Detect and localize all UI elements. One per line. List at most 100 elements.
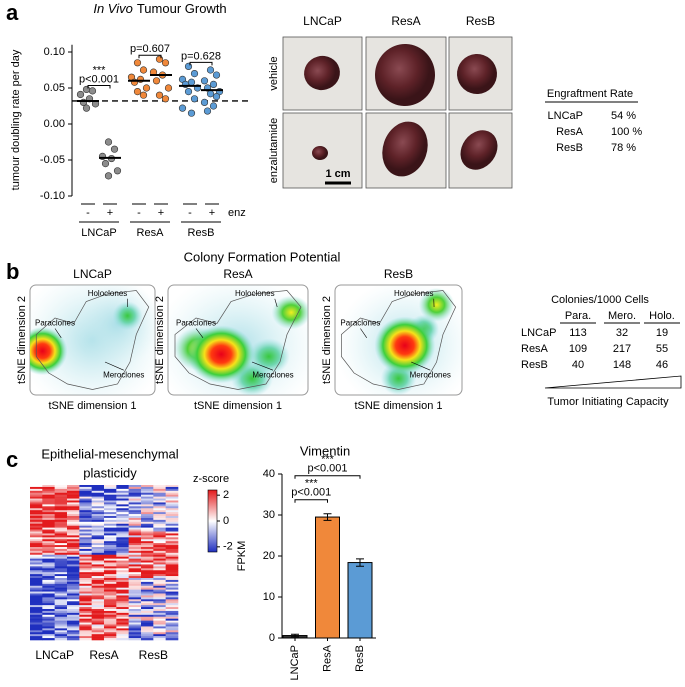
heatmap-cell [54, 494, 68, 497]
heatmap-cell [165, 574, 179, 577]
leader-line [411, 361, 431, 371]
heatmap-cell [165, 498, 179, 501]
heatmap-cell [79, 581, 92, 585]
heatmap-cell [67, 591, 80, 594]
heatmap-cell [91, 560, 105, 563]
heatmap-cell [67, 517, 80, 521]
heatmap-cell [42, 564, 55, 567]
heatmap-cell [54, 638, 68, 641]
heatmap-cell [104, 612, 117, 616]
heatmap-cell [104, 539, 117, 542]
heatmap-cell [42, 630, 55, 633]
heatmap-cell [30, 521, 43, 525]
heatmap-cell [153, 490, 166, 494]
heatmap-cell [30, 517, 43, 521]
heatmap-cell [165, 618, 179, 621]
heatmap-cell [128, 537, 142, 540]
heatmap-cell [30, 576, 43, 579]
heatmap-cell [91, 601, 105, 604]
section-title: Colony Formation Potential [184, 249, 341, 264]
heatmap-cell [104, 570, 117, 573]
heatmap-cell [30, 612, 43, 616]
heatmap-cell [153, 609, 166, 612]
table-row-label: ResB [521, 359, 548, 371]
heatmap-cell [128, 496, 142, 499]
heatmap-cell [54, 579, 68, 583]
heatmap-cell [79, 605, 92, 608]
heatmap-cell [104, 558, 117, 561]
chart-title: Vimentin [300, 443, 350, 458]
heatmap-cell [104, 589, 117, 592]
heatmap-cell [104, 568, 117, 571]
heatmap-cell [67, 533, 80, 536]
heatmap-cell [141, 527, 154, 530]
heatmap-cell [54, 583, 68, 587]
heatmap-cell [153, 566, 166, 569]
data-point [164, 84, 173, 92]
heatmap-cell [42, 494, 55, 497]
y-axis-label: tSNE dimension 2 [16, 296, 28, 384]
heatmap-cell [128, 579, 142, 583]
heatmap-cell [153, 523, 166, 526]
heatmap-cell [54, 506, 68, 509]
heatmap-cell [165, 539, 179, 542]
heatmap-cell [141, 632, 154, 635]
heatmap-cell [30, 543, 43, 546]
heatmap-cell [54, 490, 68, 494]
heatmap-cell [165, 638, 179, 641]
heatmap-cell [54, 597, 68, 600]
heatmap-cell [91, 548, 105, 552]
heatmap-cell [91, 537, 105, 540]
heatmap-cell [128, 570, 142, 573]
heatmap-cell [104, 514, 117, 517]
heatmap-cell [54, 591, 68, 594]
heatmap-cell [30, 531, 43, 534]
x-tick-label: ResB [354, 645, 366, 672]
group-label: LNCaP [81, 227, 116, 239]
heatmap-cell [165, 548, 179, 552]
leader-line [251, 361, 274, 371]
data-point [206, 90, 215, 98]
heatmap-cell [104, 512, 117, 515]
heatmap-cell [30, 510, 43, 513]
heatmap-cell [165, 533, 179, 536]
heatmap-cell [42, 632, 55, 635]
heatmap-cell [141, 583, 154, 587]
heatmap-cell [128, 599, 142, 602]
heatmap-cell [42, 548, 55, 552]
heatmap-cell [141, 490, 154, 494]
heatmap-cell [165, 620, 179, 623]
heatmap-cell [116, 589, 129, 592]
data-point [133, 87, 142, 96]
heatmap-cell [116, 531, 129, 534]
heatmap-cell [153, 545, 166, 548]
heatmap-cell [91, 500, 105, 503]
data-point [82, 85, 91, 94]
heatmap-cell [141, 570, 154, 573]
x-tick-label: + [209, 207, 215, 219]
heatmap-cell [79, 529, 92, 532]
heatmap-cell [67, 632, 80, 635]
data-point [184, 62, 193, 71]
heatmap-cell [153, 581, 166, 585]
heatmap-cell [42, 517, 55, 521]
heatmap-cell [116, 486, 129, 490]
heatmap-cell [128, 547, 142, 550]
heatmap-cell [42, 537, 55, 540]
heatmap-cell [116, 579, 129, 583]
heatmap-cell [42, 490, 55, 494]
heatmap-cell [30, 529, 43, 532]
heatmap-cell [141, 574, 154, 577]
heatmap-cell [79, 599, 92, 602]
heatmap-cell [67, 579, 80, 583]
heatmap-cell [79, 593, 92, 596]
heatmap-cell [116, 554, 129, 557]
photo-column-label: LNCaP [303, 14, 342, 28]
heatmap-cell [128, 628, 142, 631]
heatmap-cell [79, 506, 92, 509]
tumor [374, 44, 436, 106]
heatmap [30, 485, 179, 641]
heatmap-cell [30, 512, 43, 515]
heatmap-cell [67, 589, 80, 592]
heatmap-cell [165, 514, 179, 517]
